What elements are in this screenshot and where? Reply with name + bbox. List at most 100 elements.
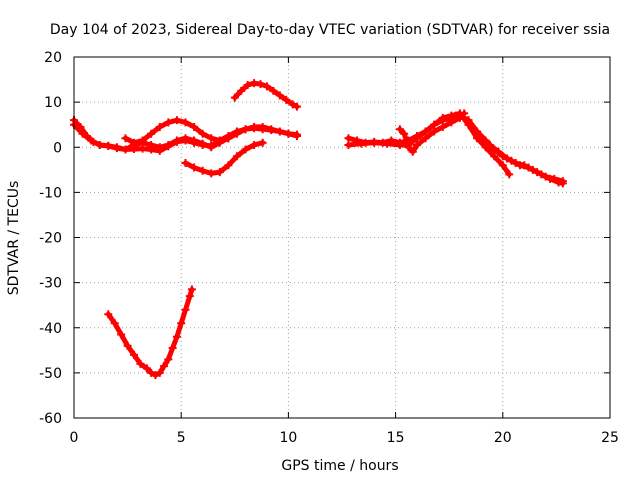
data-point	[168, 344, 177, 353]
data-point	[485, 140, 494, 149]
data-point	[187, 285, 196, 294]
data-point	[447, 118, 456, 127]
y-tick-label: -50	[39, 366, 62, 382]
data-point	[370, 138, 379, 147]
data-point	[190, 163, 199, 172]
data-point	[490, 152, 499, 161]
data-point	[230, 93, 239, 102]
data-point	[400, 129, 409, 138]
data-point	[224, 134, 233, 143]
data-point	[344, 134, 353, 143]
data-point	[430, 120, 439, 129]
y-axis-label: SDTVAR / TECUs	[6, 181, 22, 296]
data-point	[275, 127, 284, 136]
data-point	[237, 86, 246, 95]
data-point	[250, 140, 259, 149]
x-tick-label: 15	[387, 430, 405, 446]
data-point	[383, 139, 392, 148]
data-point	[275, 91, 284, 100]
data-point	[256, 80, 265, 89]
data-point	[243, 80, 252, 89]
x-tick-label: 25	[601, 430, 619, 446]
data-point	[511, 159, 520, 168]
data-point	[404, 143, 413, 152]
x-tick-label: 20	[494, 430, 512, 446]
axis-layer: 0 5 10 15 20 25 -60 -50 -40 -30 -20 -10 0 10 20	[39, 50, 619, 446]
y-tick-label: 0	[53, 140, 62, 156]
data-point	[258, 138, 267, 147]
data-point	[207, 169, 216, 178]
data-point	[164, 140, 173, 149]
y-tick-label: -20	[39, 231, 62, 247]
x-tick-label: 5	[177, 430, 186, 446]
x-axis-label: GPS time / hours	[281, 458, 398, 474]
data-point	[262, 82, 271, 91]
data-point	[408, 147, 417, 156]
data-point	[232, 152, 241, 161]
data-point	[130, 138, 139, 147]
data-point	[460, 113, 469, 122]
data-point	[344, 140, 353, 149]
x-tick-label: 10	[279, 430, 297, 446]
y-tick-label: 10	[44, 95, 62, 111]
data-point	[155, 143, 164, 152]
series-layer	[70, 79, 567, 380]
data-point	[172, 136, 181, 145]
data-point	[430, 127, 439, 136]
data-point	[357, 139, 366, 148]
data-point	[503, 154, 512, 163]
data-point	[468, 125, 477, 134]
data-point	[198, 139, 207, 148]
data-point	[269, 86, 278, 95]
data-point	[528, 165, 537, 174]
data-point	[215, 168, 224, 177]
data-point	[282, 95, 291, 104]
data-point	[78, 129, 87, 138]
data-point	[438, 122, 447, 131]
data-point	[520, 161, 529, 170]
data-point	[130, 350, 139, 359]
data-point	[164, 355, 173, 364]
data-point	[155, 368, 164, 377]
data-point	[451, 111, 460, 120]
data-point	[292, 131, 301, 140]
data-point	[545, 174, 554, 183]
data-point	[498, 161, 507, 170]
data-point	[181, 305, 190, 314]
y-tick-label: -10	[39, 185, 62, 201]
data-point	[232, 129, 241, 138]
data-point	[177, 319, 186, 328]
data-point	[110, 319, 119, 328]
data-point	[172, 116, 181, 125]
chart-title: Day 104 of 2023, Sidereal Day-to-day VTE…	[50, 22, 610, 38]
y-tick-label: -30	[39, 276, 62, 292]
data-point	[198, 129, 207, 138]
data-point	[123, 341, 132, 350]
data-point	[215, 136, 224, 145]
data-point	[147, 140, 156, 149]
data-point	[224, 161, 233, 170]
data-point	[104, 310, 113, 319]
data-point	[292, 102, 301, 111]
data-point	[142, 364, 151, 373]
data-point	[395, 140, 404, 149]
data-point	[395, 125, 404, 134]
data-point	[181, 134, 190, 143]
data-point	[558, 179, 567, 188]
data-point	[288, 100, 297, 109]
data-point	[136, 359, 145, 368]
data-point	[190, 122, 199, 131]
data-point	[537, 170, 546, 179]
data-point	[413, 140, 422, 149]
data-point	[198, 166, 207, 175]
data-point	[190, 136, 199, 145]
data-point	[413, 134, 422, 143]
data-point	[421, 127, 430, 136]
data-point	[117, 330, 126, 339]
series-arc-i	[397, 110, 467, 155]
data-point	[477, 134, 486, 143]
data-point	[95, 140, 104, 149]
data-point	[138, 136, 147, 145]
data-point	[207, 134, 216, 143]
